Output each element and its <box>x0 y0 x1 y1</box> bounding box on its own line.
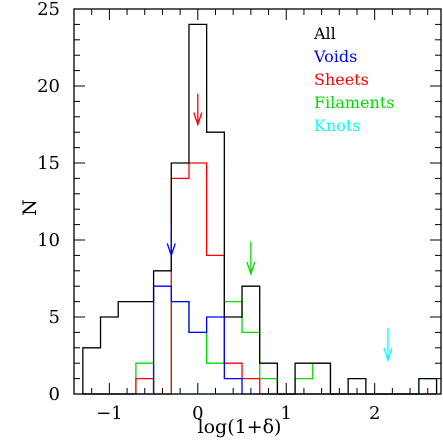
plot-frame <box>73 8 442 395</box>
y-tick-label: 15 <box>37 153 60 174</box>
x-tick-label: 0 <box>192 403 203 424</box>
y-tick-label: 5 <box>49 307 60 328</box>
x-tick-labels: −1 0 1 2 <box>96 403 380 424</box>
legend-sheets: Sheets <box>314 70 369 89</box>
y-axis-label: N <box>19 199 41 216</box>
legend-all: All <box>313 24 336 43</box>
y-tick-label: 20 <box>37 76 60 97</box>
y-tick-label: 0 <box>49 384 60 405</box>
histogram-series <box>82 23 438 395</box>
x-tick-label: 1 <box>281 403 292 424</box>
legend-knots: Knots <box>314 116 361 135</box>
x-tick-label: 2 <box>369 403 380 424</box>
y-tick-labels: 0 5 10 15 20 25 <box>37 0 60 405</box>
y-tick-label: 10 <box>37 230 60 251</box>
legend: All Voids Sheets Filaments Knots <box>313 24 394 135</box>
median-arrows <box>166 93 393 363</box>
arrow-filaments <box>246 241 256 276</box>
arrow-voids <box>166 224 176 258</box>
tick-marks <box>73 8 441 395</box>
legend-voids: Voids <box>313 47 357 66</box>
x-tick-label: −1 <box>96 403 123 424</box>
series-all-line <box>82 23 438 395</box>
y-tick-label: 25 <box>37 0 60 20</box>
x-axis-label: log(1+δ) <box>198 416 282 438</box>
arrow-sheets <box>193 93 203 127</box>
legend-filaments: Filaments <box>314 93 394 112</box>
arrow-knots <box>383 327 393 363</box>
